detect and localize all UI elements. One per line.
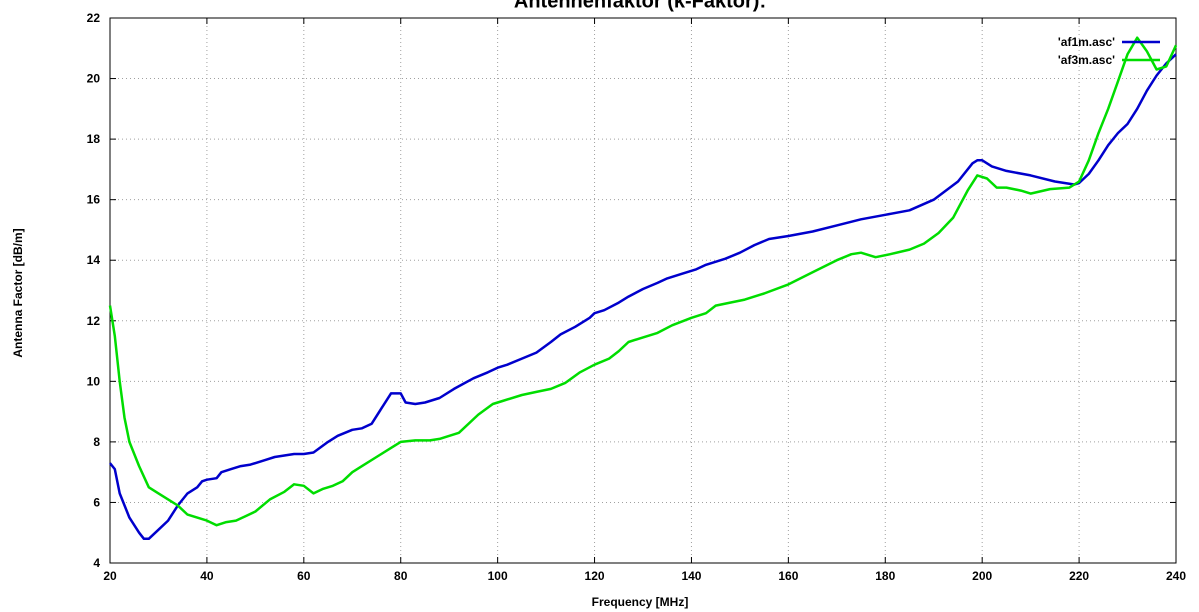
x-tick-label: 100 bbox=[488, 569, 508, 583]
x-tick-label: 160 bbox=[778, 569, 798, 583]
x-tick-label: 40 bbox=[200, 569, 214, 583]
series-line-1 bbox=[109, 53, 1177, 541]
x-axis: 20 40 60 80 100 120 140 160 180 200 220 240 bbox=[103, 18, 1186, 583]
y-tick-label: 4 bbox=[93, 556, 100, 570]
x-tick-label: 60 bbox=[297, 569, 311, 583]
legend-label-1: 'af1m.asc' bbox=[1058, 35, 1115, 49]
series-layer bbox=[108, 36, 1178, 541]
x-tick-label: 240 bbox=[1166, 569, 1186, 583]
chart-title: Antennenfaktor (k-Faktor): bbox=[514, 0, 766, 13]
y-tick-label: 14 bbox=[87, 253, 101, 267]
y-tick-label: 12 bbox=[87, 314, 101, 328]
x-tick-label: 140 bbox=[681, 569, 701, 583]
y-tick-label: 18 bbox=[87, 132, 101, 146]
x-tick-label: 80 bbox=[394, 569, 408, 583]
grid bbox=[110, 18, 1176, 563]
x-tick-label: 180 bbox=[875, 569, 895, 583]
y-tick-label: 20 bbox=[87, 72, 101, 86]
y-axis: 4 6 8 10 12 14 16 18 20 22 bbox=[87, 11, 1176, 570]
series-line-2 bbox=[108, 36, 1178, 527]
x-tick-label: 20 bbox=[103, 569, 117, 583]
x-tick-label: 120 bbox=[585, 569, 605, 583]
legend-label-2: 'af3m.asc' bbox=[1058, 53, 1115, 67]
legend: 'af1m.asc' 'af3m.asc' bbox=[1058, 35, 1160, 67]
y-axis-label: Antenna Factor [dB/m] bbox=[11, 228, 25, 357]
y-tick-label: 8 bbox=[93, 435, 100, 449]
y-tick-label: 16 bbox=[87, 193, 101, 207]
plot-frame bbox=[109, 17, 1177, 564]
y-tick-label: 10 bbox=[87, 374, 101, 388]
x-axis-label: Frequency [MHz] bbox=[592, 595, 689, 609]
x-tick-label: 200 bbox=[972, 569, 992, 583]
y-tick-label: 22 bbox=[87, 11, 101, 25]
x-tick-label: 220 bbox=[1069, 569, 1089, 583]
y-tick-label: 6 bbox=[93, 495, 100, 509]
